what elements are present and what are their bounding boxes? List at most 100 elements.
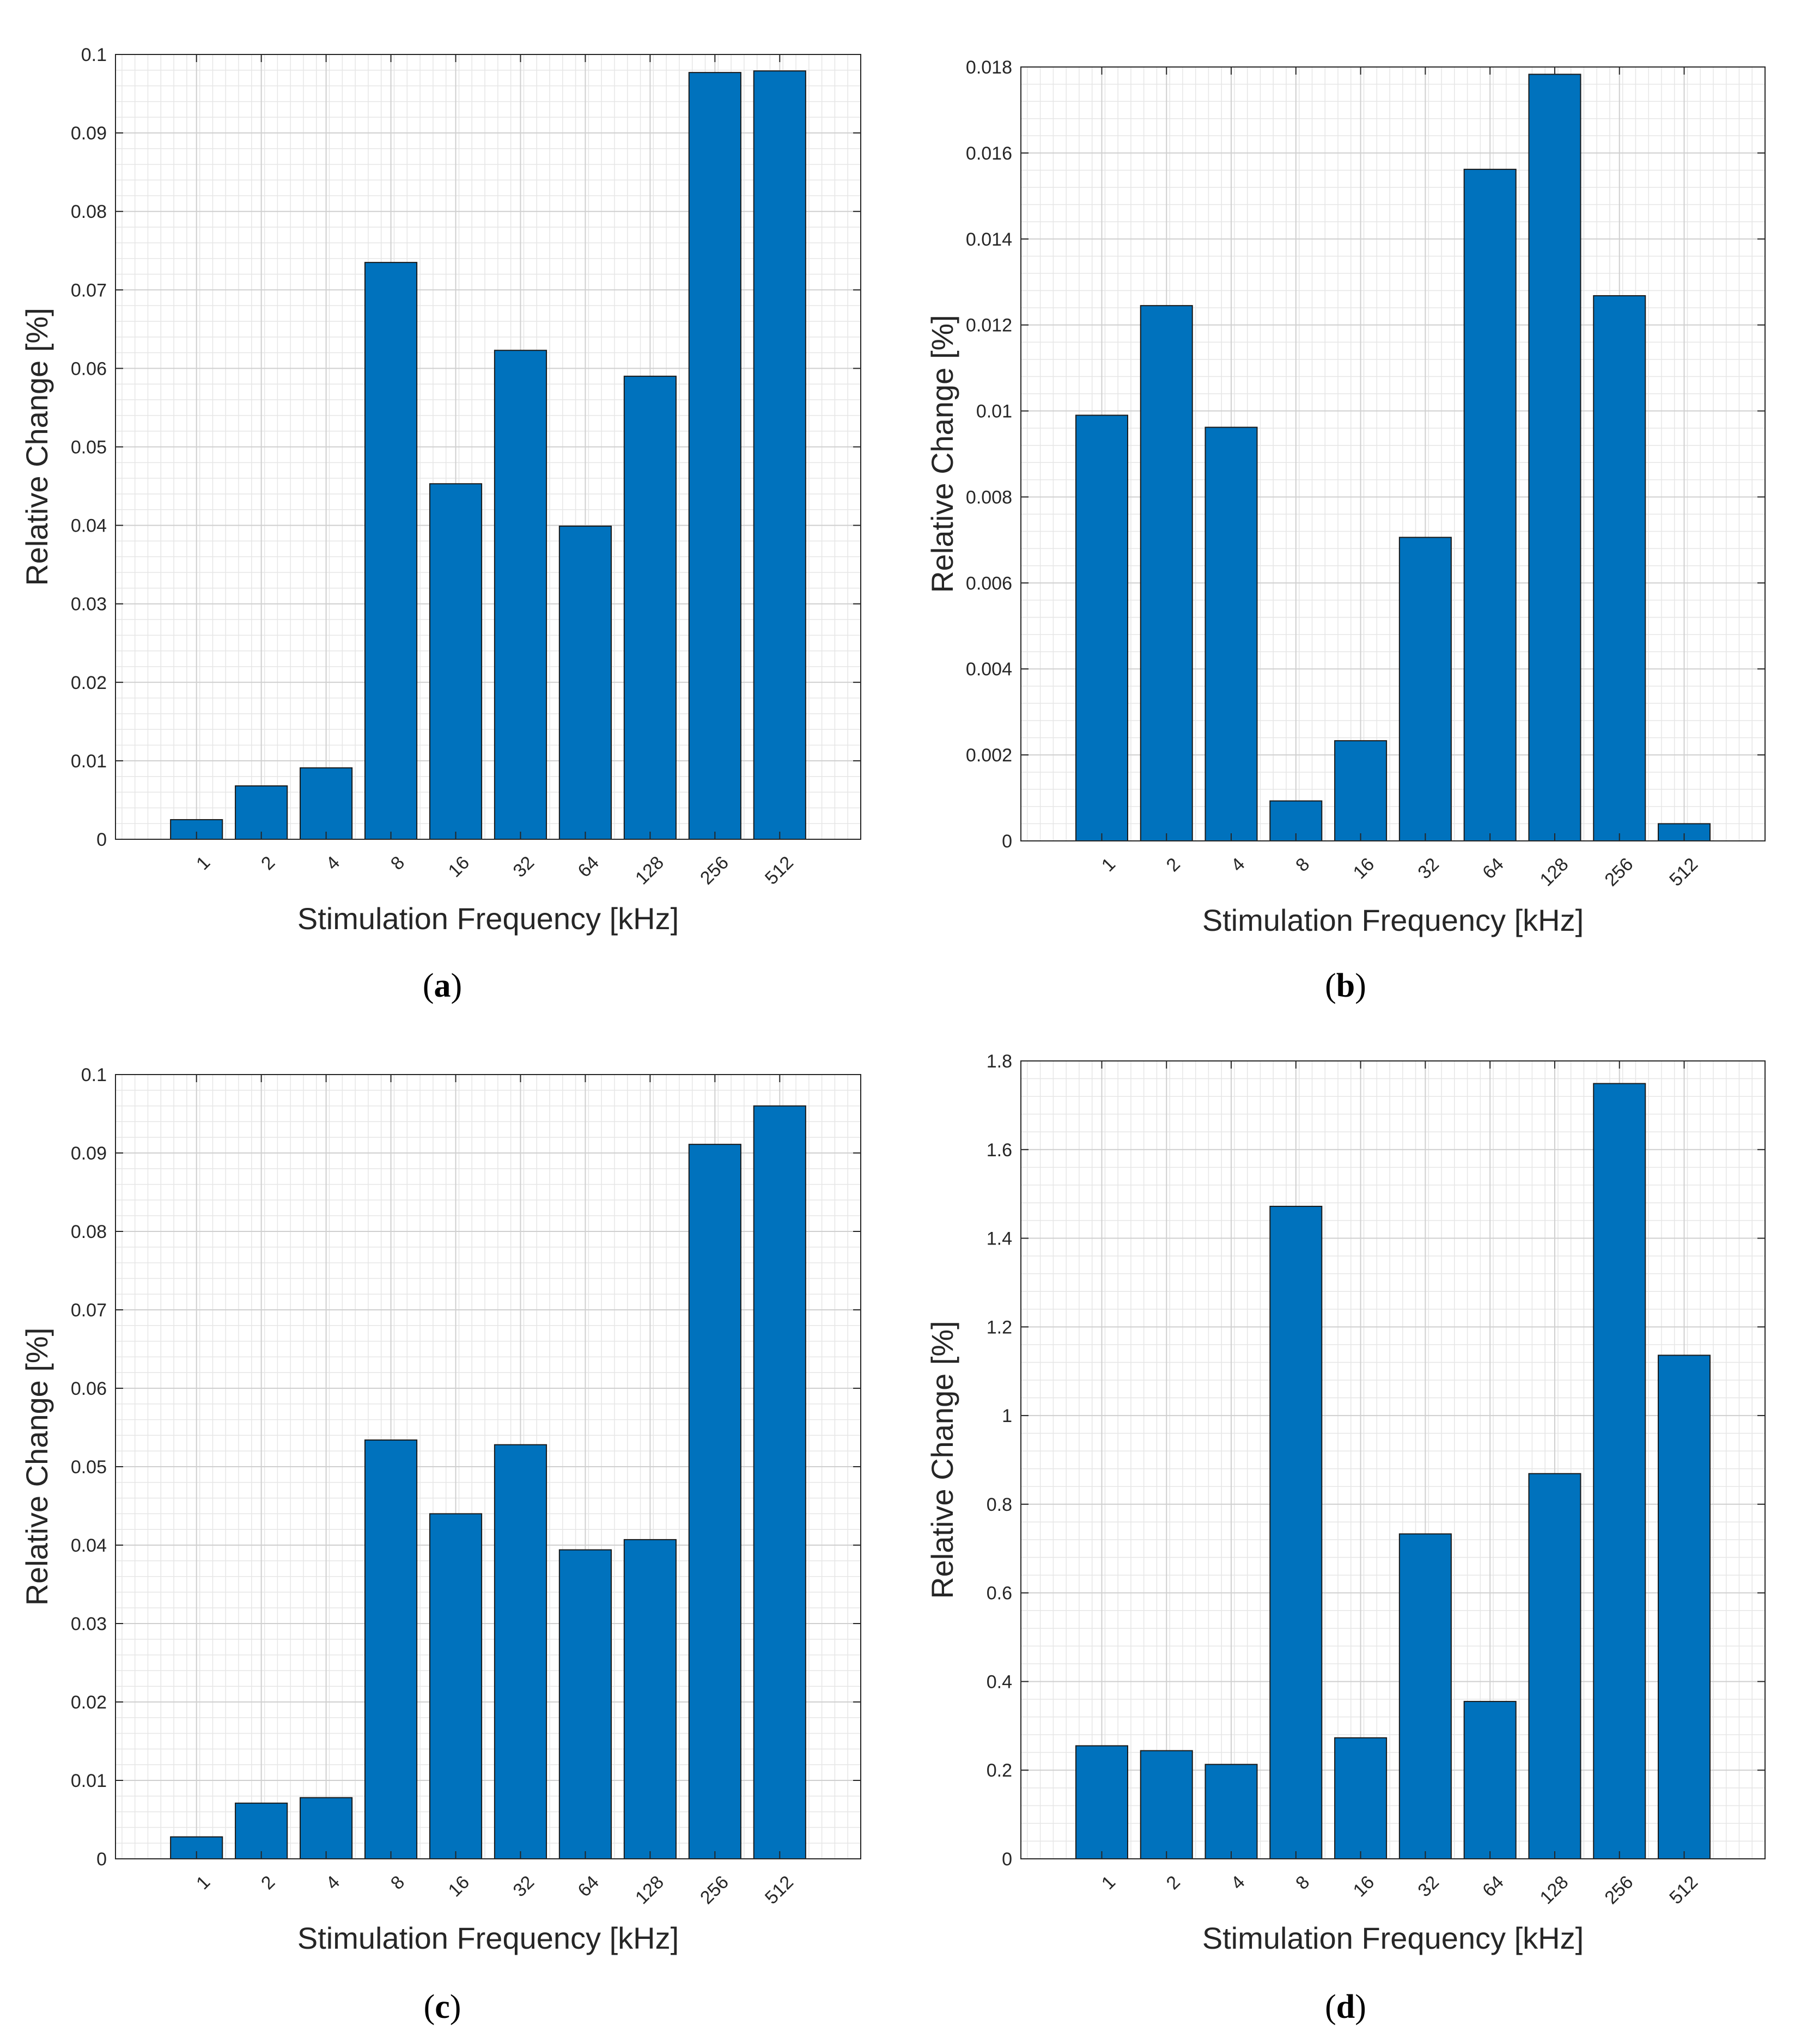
caption-paren: ) [450, 1988, 461, 2025]
panel-caption: (b) [1325, 967, 1366, 1004]
y-tick-label: 0.08 [71, 1222, 107, 1242]
x-tick-label: 16 [1349, 1872, 1379, 1901]
y-tick-label: 0.07 [71, 280, 107, 301]
x-tick-label: 256 [696, 852, 733, 889]
x-axis-label: Stimulation Frequency [kHz] [297, 901, 679, 936]
y-axis-label: Relative Change [%] [925, 1321, 959, 1599]
caption-letter: c [435, 1988, 450, 2025]
bar-4 [300, 1797, 353, 1859]
y-tick-label: 0.008 [966, 487, 1012, 508]
bar-2 [235, 785, 288, 840]
bar-4 [300, 767, 353, 840]
bar-32 [494, 350, 547, 840]
x-tick-label: 32 [509, 852, 538, 882]
y-tick-label: 0.02 [71, 1692, 107, 1713]
bar-128 [1528, 74, 1581, 842]
y-tick-label: 1.4 [987, 1229, 1012, 1249]
x-tick-label: 2 [1163, 854, 1184, 876]
y-axis-label: Relative Change [%] [20, 1328, 54, 1606]
bar-64 [1463, 1701, 1517, 1859]
x-tick-label: 512 [1665, 1872, 1702, 1908]
x-tick-label: 2 [257, 1872, 279, 1894]
y-tick-label: 0.02 [71, 673, 107, 693]
x-tick-label: 32 [1414, 1872, 1443, 1901]
bar-256 [688, 1144, 741, 1859]
y-tick-label: 0.09 [71, 1143, 107, 1164]
bar-1 [1075, 414, 1128, 841]
y-tick-label: 0.2 [987, 1760, 1012, 1781]
y-tick-label: 0.01 [71, 1771, 107, 1791]
x-tick-label: 1 [192, 1872, 214, 1894]
bar-8 [364, 1439, 418, 1860]
bars [1075, 74, 1711, 842]
x-tick-label: 128 [631, 852, 668, 889]
x-tick-label: 8 [1292, 1872, 1313, 1894]
y-tick-label: 0.06 [71, 358, 107, 379]
y-tick-label: 0.6 [987, 1583, 1012, 1604]
y-tick-label: 0.05 [71, 437, 107, 458]
y-tick-label: 1 [1002, 1406, 1012, 1426]
x-axis-label: Stimulation Frequency [kHz] [297, 1921, 679, 1955]
y-tick-label: 0.8 [987, 1494, 1012, 1515]
y-tick-label: 0.004 [966, 659, 1012, 680]
y-tick-label: 0.03 [71, 594, 107, 615]
y-tick-label: 1.2 [987, 1317, 1012, 1338]
y-tick-label: 0.08 [71, 202, 107, 222]
axes-box [1020, 66, 1766, 841]
x-tick-label: 64 [1478, 1872, 1508, 1901]
x-tick-label: 4 [322, 852, 344, 874]
x-tick-label: 32 [509, 1872, 538, 1901]
bar-128 [623, 1539, 677, 1859]
bar-16 [1334, 1737, 1388, 1860]
x-tick-label: 2 [257, 852, 279, 874]
caption-paren: ( [1325, 967, 1336, 1004]
bar-16 [429, 483, 483, 840]
x-tick-label: 1 [1098, 854, 1119, 876]
x-tick-label: 2 [1163, 1872, 1184, 1894]
bar-1 [1075, 1745, 1128, 1859]
chart-panel-c: 0 0.01 0.02 0.03 0.04 0.05 0.06 0.07 0.08 0.09 0.1… [20, 1065, 861, 2025]
x-axis-label: Stimulation Frequency [kHz] [1202, 1921, 1584, 1955]
y-tick-label: 0.012 [966, 315, 1012, 336]
y-tick-label: 0.002 [966, 745, 1012, 766]
x-tick-label: 256 [696, 1872, 733, 1908]
x-tick-label: 64 [1478, 854, 1508, 883]
x-tick-label: 16 [445, 852, 474, 882]
x-tick-label: 4 [322, 1872, 344, 1894]
y-tick-label: 0.03 [71, 1614, 107, 1634]
x-tick-label: 16 [445, 1872, 474, 1901]
bar-256 [1593, 295, 1646, 841]
plot-area [1021, 67, 1765, 841]
x-tick-label: 64 [574, 1872, 603, 1901]
bar-8 [364, 261, 418, 840]
axes-box [1020, 1060, 1766, 1859]
y-tick-label: 0 [1002, 831, 1012, 852]
x-tick-label: 1 [1098, 1872, 1119, 1894]
bar-2 [235, 1802, 288, 1860]
y-tick-label: 0.01 [976, 401, 1012, 422]
bars [1075, 1083, 1711, 1860]
y-tick-label: 0.016 [966, 143, 1012, 164]
y-tick-label: 0.09 [71, 123, 107, 144]
x-tick-label: 16 [1349, 854, 1379, 883]
x-tick-label: 8 [1292, 854, 1313, 876]
bar-256 [688, 72, 741, 840]
y-tick-label: 0.04 [71, 516, 107, 536]
panel-caption: (d) [1325, 1988, 1366, 2025]
y-tick-label: 0.4 [987, 1671, 1012, 1692]
bars [170, 1105, 806, 1860]
caption-letter: b [1336, 967, 1355, 1004]
bar-512 [753, 1105, 806, 1859]
y-tick-label: 0.014 [966, 229, 1012, 250]
bar-4 [1204, 426, 1258, 841]
y-tick-label: 0.1 [81, 1065, 107, 1085]
bar-64 [558, 1549, 612, 1859]
x-tick-label: 256 [1601, 854, 1637, 890]
y-tick-label: 0.01 [71, 751, 107, 772]
y-tick-label: 0.06 [71, 1378, 107, 1399]
bar-512 [753, 70, 806, 840]
y-tick-label: 0.05 [71, 1457, 107, 1478]
chart-panel-a: 0 0.01 0.02 0.03 0.04 0.05 0.06 0.07 0.08 0.09 0.1… [20, 45, 861, 1004]
y-tick-label: 0 [96, 1849, 107, 1870]
